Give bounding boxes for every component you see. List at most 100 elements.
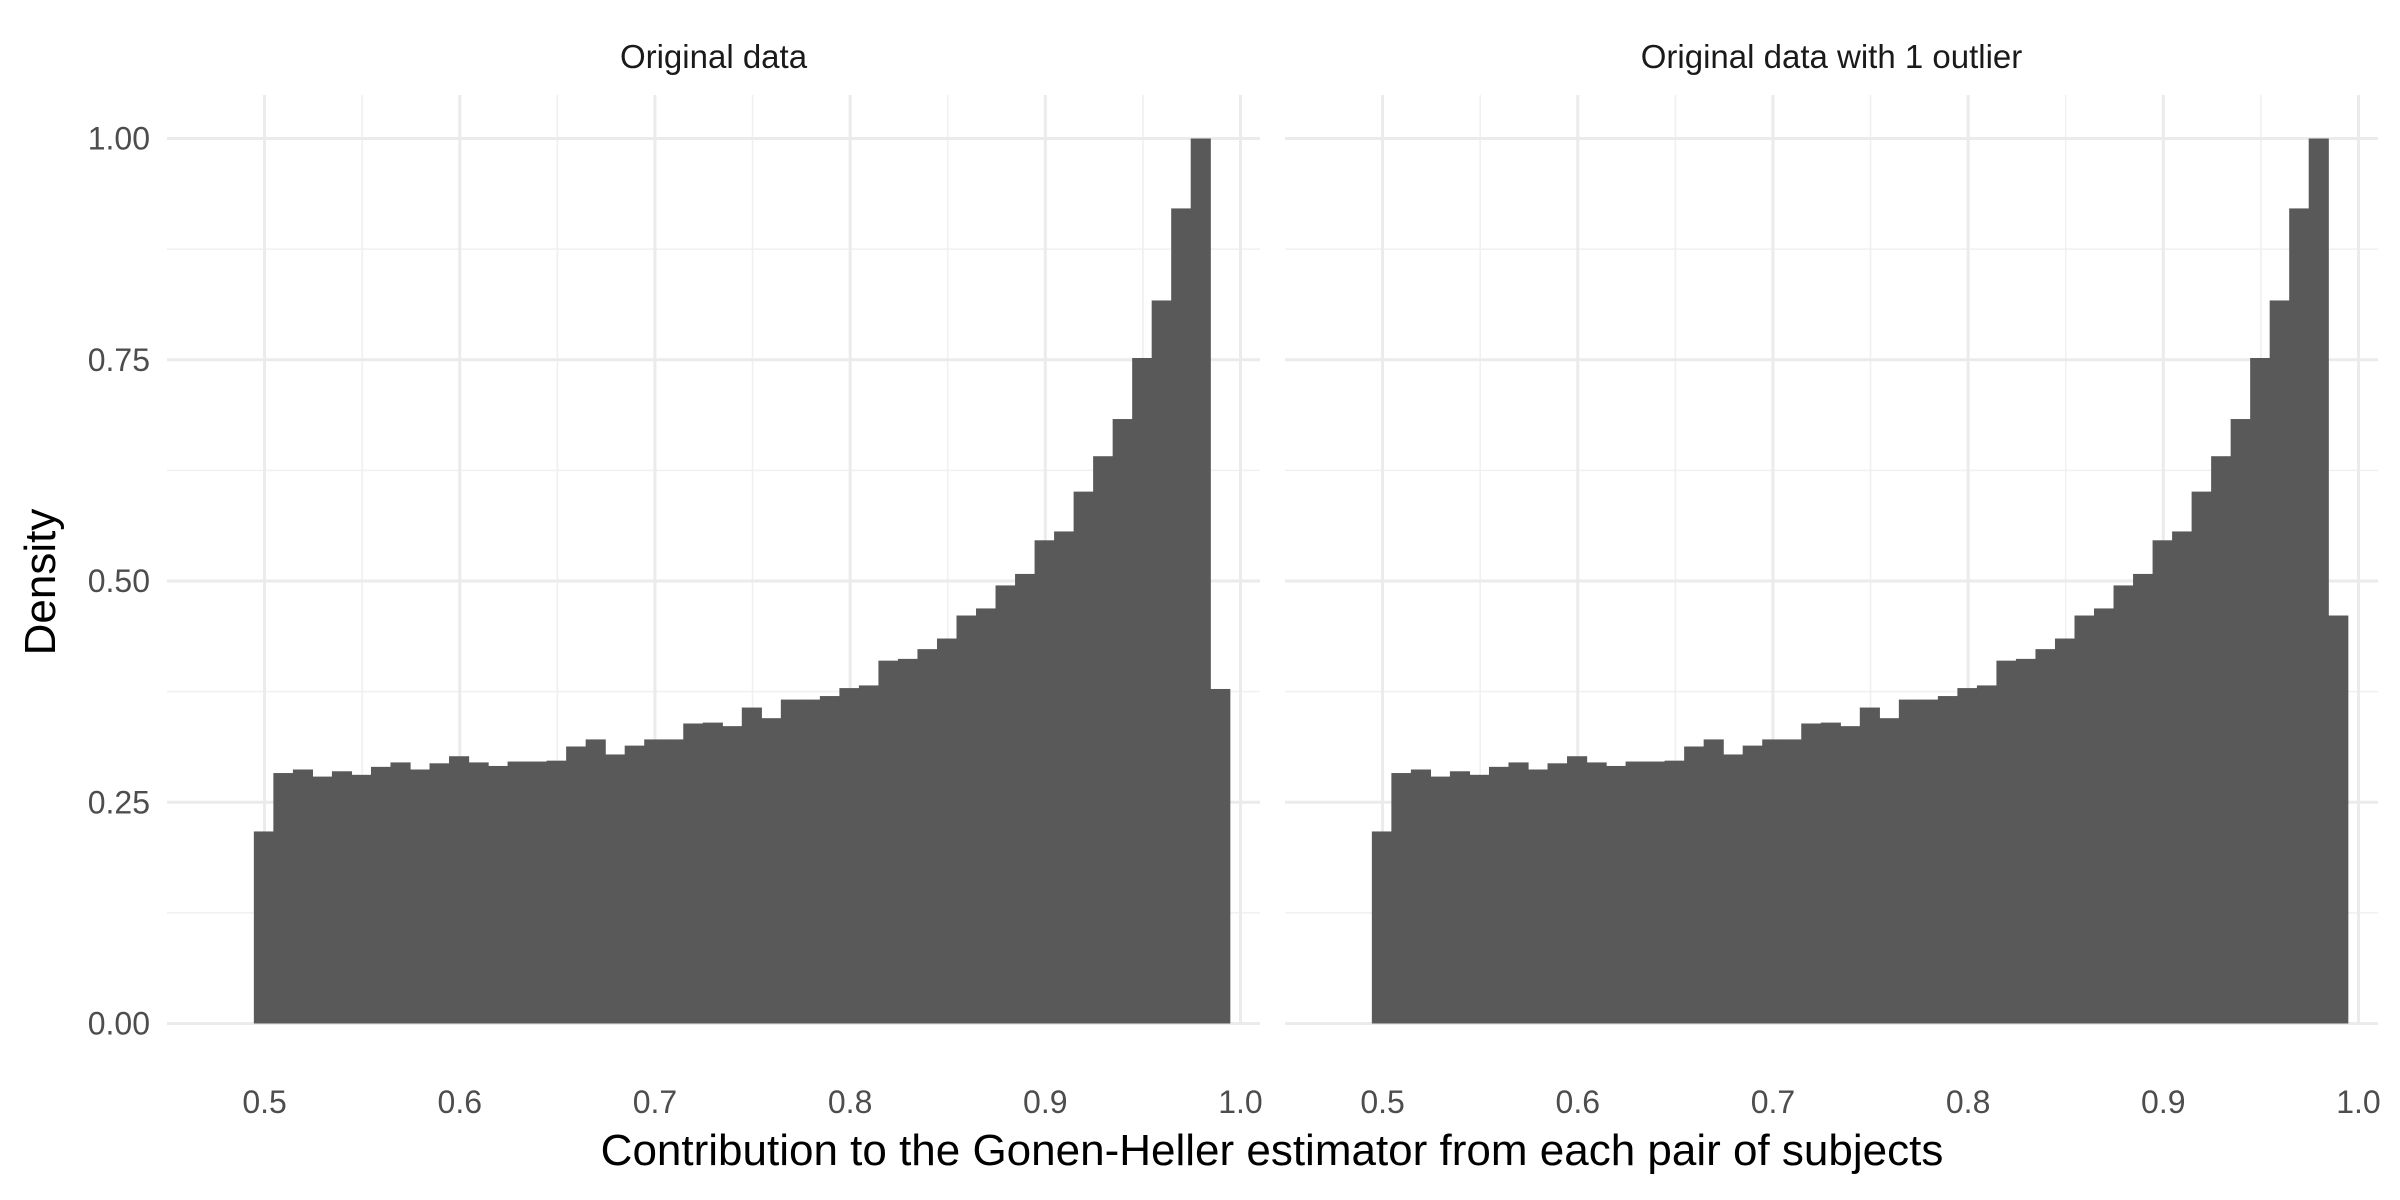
histogram-bar <box>1190 138 1211 1024</box>
histogram-bar <box>1073 491 1094 1024</box>
histogram-bar <box>1547 763 1568 1024</box>
histogram-bar <box>1801 723 1822 1024</box>
histogram-bar <box>1996 660 2017 1024</box>
histogram-bar <box>273 773 294 1024</box>
histogram-bar <box>1664 760 1685 1024</box>
histogram-bar <box>1645 761 1666 1024</box>
histogram-bar <box>722 726 743 1024</box>
x-tick-label: 0.6 <box>438 1084 482 1120</box>
histogram-bar <box>1898 699 1919 1024</box>
histogram-bar <box>1957 688 1978 1024</box>
histogram-bar <box>1723 754 1744 1024</box>
histogram-bar <box>936 638 958 1024</box>
x-tick-label: 0.7 <box>633 1084 677 1120</box>
histogram-bar <box>800 699 821 1024</box>
x-tick-label: 0.6 <box>1556 1084 1600 1120</box>
y-axis-title: Density <box>16 509 65 656</box>
histogram-bar <box>2328 615 2349 1024</box>
histogram-bar <box>1859 707 1880 1024</box>
histogram-bar <box>2133 573 2154 1024</box>
histogram-bar <box>409 769 431 1024</box>
histogram-bar <box>819 696 840 1024</box>
histogram-bar <box>1171 208 1192 1024</box>
x-axis-title: Contribution to the Gonen-Heller estimat… <box>601 1126 1944 1175</box>
histogram-bar <box>2054 638 2076 1024</box>
histogram-bar <box>1567 756 1588 1024</box>
histogram-bar <box>1937 696 1958 1024</box>
y-tick-label: 0.50 <box>88 563 150 599</box>
histogram-bar <box>429 763 450 1024</box>
histogram-bar <box>1820 722 1841 1024</box>
histogram-bar <box>370 766 392 1024</box>
histogram-bar <box>976 608 997 1024</box>
histogram-bar <box>858 685 880 1024</box>
x-tick-label: 0.5 <box>1360 1084 1404 1120</box>
histogram-bar <box>1391 773 1412 1024</box>
histogram-bar <box>253 831 274 1024</box>
histogram-bar <box>605 754 626 1024</box>
histogram-bar <box>1976 685 1998 1024</box>
histogram-bar <box>1449 771 1471 1024</box>
x-tick-label: 1.0 <box>1218 1084 1262 1120</box>
histogram-bar <box>546 760 567 1024</box>
histogram-bar <box>761 718 782 1024</box>
x-tick-label: 0.8 <box>1946 1084 1990 1120</box>
x-tick-label: 0.8 <box>828 1084 872 1120</box>
histogram-bar <box>1586 762 1607 1024</box>
histogram-bar <box>917 649 938 1024</box>
histogram-bar <box>2230 419 2251 1024</box>
histogram-bar <box>1151 300 1172 1024</box>
histogram-bar <box>2289 208 2310 1024</box>
histogram-bar <box>741 707 762 1024</box>
histogram-bar <box>2113 585 2134 1024</box>
histogram-bar <box>2191 491 2212 1024</box>
histogram-bar <box>2269 300 2290 1024</box>
histogram-bar <box>1781 739 1802 1024</box>
histogram-bar <box>1132 357 1153 1024</box>
histogram-bar <box>897 658 919 1024</box>
histogram-bar <box>449 756 470 1024</box>
histogram-bar <box>1527 769 1549 1024</box>
histogram-bar <box>331 771 353 1024</box>
x-tick-label: 0.5 <box>242 1084 286 1120</box>
histogram-bar <box>839 688 860 1024</box>
histogram-bar <box>585 739 606 1024</box>
histogram-bar <box>390 762 411 1024</box>
histogram-bar <box>1034 540 1055 1024</box>
histogram-bar <box>312 776 333 1024</box>
histogram-bar <box>956 615 977 1024</box>
histogram-bar <box>1703 739 1724 1024</box>
histogram-bar <box>2172 531 2193 1024</box>
histogram-bar <box>683 723 704 1024</box>
histogram-bar <box>1410 769 1432 1024</box>
histogram-bar <box>2074 615 2095 1024</box>
histogram-bar <box>1430 776 1451 1024</box>
histogram-bar <box>1371 831 1392 1024</box>
histogram-bar <box>995 585 1016 1024</box>
y-tick-label: 0.75 <box>88 342 150 378</box>
histogram-bar <box>2094 608 2115 1024</box>
histogram-bar <box>1015 573 1036 1024</box>
histogram-bar <box>1606 765 1627 1024</box>
histogram-bar <box>1840 726 1861 1024</box>
histogram-bar <box>1625 761 1646 1024</box>
histogram-bar <box>1469 774 1490 1024</box>
histogram-bar <box>507 761 528 1024</box>
histogram-bar <box>2152 540 2173 1024</box>
x-tick-label: 1.0 <box>2336 1084 2380 1120</box>
histogram-bar <box>663 739 684 1024</box>
histogram-bar <box>566 746 587 1024</box>
histogram-bar <box>780 699 801 1024</box>
histogram-bar <box>488 765 509 1024</box>
x-tick-label: 0.7 <box>1751 1084 1795 1120</box>
histogram-bar <box>1684 746 1705 1024</box>
y-tick-label: 0.00 <box>88 1006 150 1042</box>
histogram-bar <box>2211 456 2232 1024</box>
histogram-bar <box>1054 531 1075 1024</box>
panel-title: Original data <box>620 38 808 75</box>
histogram-bar <box>468 762 489 1024</box>
histogram-bar <box>292 769 314 1024</box>
histogram-bar <box>878 660 899 1024</box>
histogram-bar <box>702 722 723 1024</box>
